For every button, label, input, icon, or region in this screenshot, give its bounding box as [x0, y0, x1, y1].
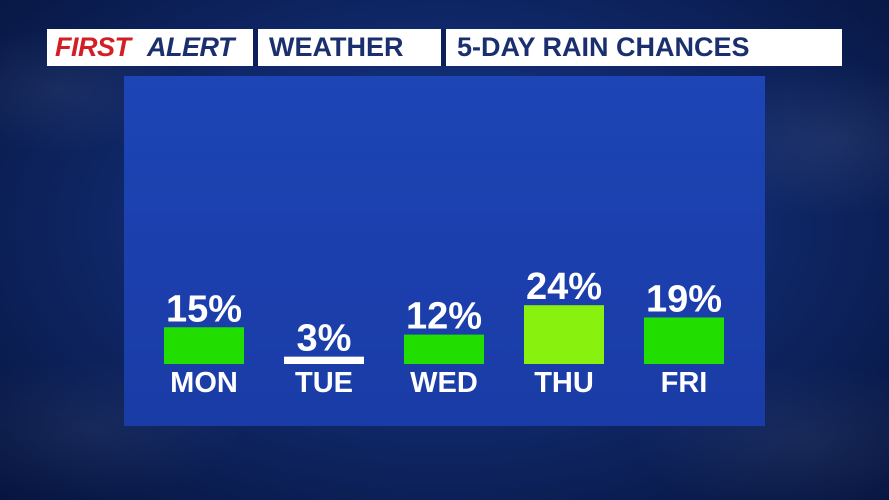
day-label-thu: THU [534, 367, 594, 399]
bar-mon [164, 327, 244, 364]
chart-title: 5-DAY RAIN CHANCES [457, 32, 750, 62]
section-label: WEATHER [269, 32, 404, 62]
value-label-tue: 3% [297, 318, 352, 360]
banner-separator [441, 29, 446, 66]
day-label-mon: MON [170, 367, 238, 399]
bar-tue [284, 356, 364, 364]
bar-fri [644, 317, 724, 364]
brand-alert: ALERT [147, 32, 235, 62]
bar-wed [404, 334, 484, 364]
bar-thu [524, 305, 604, 364]
banner-separator [253, 29, 258, 66]
value-label-fri: 19% [646, 278, 722, 320]
day-label-tue: TUE [295, 367, 353, 399]
day-label-wed: WED [410, 367, 478, 399]
day-label-fri: FRI [661, 367, 708, 399]
value-label-mon: 15% [166, 288, 242, 330]
value-label-thu: 24% [526, 266, 602, 308]
title-banner: FIRST ALERT WEATHER 5-DAY RAIN CHANCES [47, 29, 842, 66]
value-label-wed: 12% [406, 296, 482, 338]
chart-panel [124, 76, 765, 426]
brand-first: FIRST [55, 32, 131, 62]
